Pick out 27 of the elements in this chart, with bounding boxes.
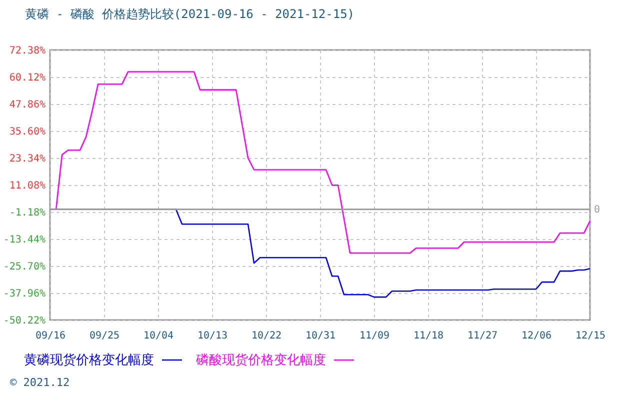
legend-label: 磷酸现货价格变化幅度 bbox=[195, 352, 326, 368]
legend-label: 黄磷现货价格变化幅度 bbox=[24, 352, 154, 368]
y-tick-label: -37.96% bbox=[3, 288, 46, 300]
y-tick-label: -13.44% bbox=[3, 234, 46, 246]
y-tick-label: 60.12% bbox=[9, 72, 46, 84]
x-tick-label: 10/04 bbox=[143, 330, 174, 342]
x-tick-label: 12/06 bbox=[521, 330, 552, 342]
x-tick-label: 10/13 bbox=[197, 330, 228, 342]
y-tick-label: -50.22% bbox=[3, 316, 46, 326]
y-tick-label: 47.86% bbox=[9, 100, 46, 110]
y-tick-label: 72.38% bbox=[9, 46, 46, 56]
x-tick-label: 10/31 bbox=[305, 330, 336, 342]
x-tick-label: 09/16 bbox=[35, 330, 66, 342]
text: © 2021.12 bbox=[10, 376, 70, 389]
x-tick-label: 09/25 bbox=[89, 330, 120, 342]
ref-line-label: 0 bbox=[594, 204, 600, 216]
x-tick-label: 11/27 bbox=[467, 330, 498, 342]
x-tick-label: 11/18 bbox=[413, 330, 444, 342]
x-tick-label: 11/09 bbox=[359, 330, 390, 342]
x-tick-label: 10/22 bbox=[251, 330, 282, 342]
y-tick-label: -1.18% bbox=[9, 208, 46, 218]
chart-title: 黄磷 - 磷酸 价格趋势比较(2021-09-16 - 2021-12-15) bbox=[25, 7, 355, 21]
y-tick-label: 11.08% bbox=[9, 180, 46, 192]
y-tick-label: 23.34% bbox=[9, 154, 46, 164]
x-tick-label: 12/15 bbox=[575, 330, 606, 342]
y-tick-label: 35.60% bbox=[9, 126, 46, 138]
y-tick-label: -25.70% bbox=[3, 262, 46, 272]
